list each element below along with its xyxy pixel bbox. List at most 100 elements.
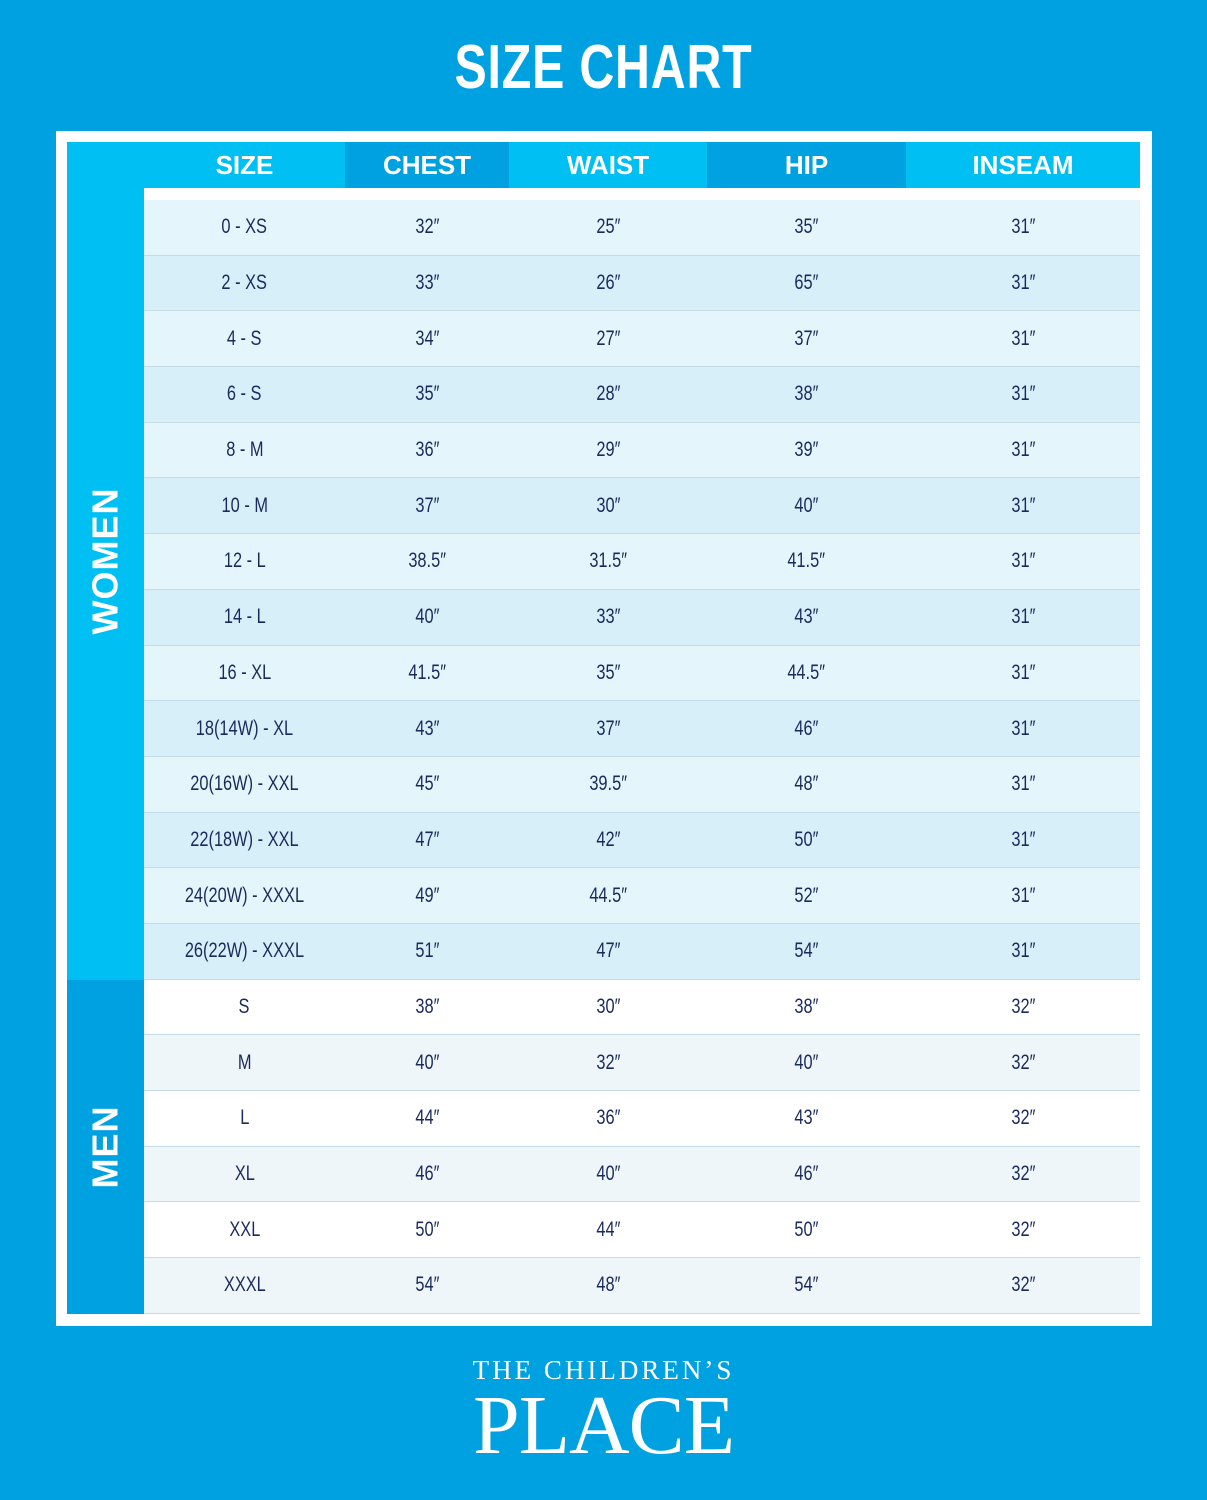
table-row: 12 - L 38.5″ 31.5″ 41.5″ 31″ xyxy=(144,534,1140,590)
cell-value: 54″ xyxy=(794,939,819,963)
logo-line2: PLACE xyxy=(472,1379,735,1472)
cell-value: 44″ xyxy=(414,1106,440,1130)
cell-waist: 42″ xyxy=(509,828,707,852)
cell-size: 16 - XL xyxy=(144,661,345,685)
cell-hip: 52″ xyxy=(707,884,906,908)
cell-value: 40″ xyxy=(414,1050,440,1074)
page-title: SIZE CHART xyxy=(454,33,753,102)
cell-value: 38″ xyxy=(414,994,440,1018)
cell-hip: 50″ xyxy=(707,828,906,852)
cell-value: 50″ xyxy=(414,1217,440,1241)
cell-waist: 40″ xyxy=(509,1162,707,1186)
cell-value: 31″ xyxy=(1010,493,1036,517)
cell-size: XL xyxy=(144,1162,345,1186)
cell-hip: 38″ xyxy=(707,995,906,1019)
column-header-chest: CHEST xyxy=(345,142,509,188)
cell-chest: 46″ xyxy=(345,1162,509,1186)
cell-value: XXXL xyxy=(223,1273,266,1297)
women-group-band: WOMEN xyxy=(67,142,144,980)
cell-value: 31″ xyxy=(1010,716,1036,740)
cell-waist: 44″ xyxy=(509,1218,707,1242)
column-header-hip: HIP xyxy=(707,142,906,188)
cell-value: 35″ xyxy=(794,215,819,239)
cell-value: 0 - XS xyxy=(221,215,268,239)
cell-chest: 33″ xyxy=(345,271,509,295)
cell-waist: 37″ xyxy=(509,717,707,741)
cell-value: 40″ xyxy=(794,493,819,517)
cell-inseam: 32″ xyxy=(906,1051,1140,1075)
table-row: 4 - S 34″ 27″ 37″ 31″ xyxy=(144,311,1140,368)
cell-value: 36″ xyxy=(414,438,440,462)
cell-inseam: 31″ xyxy=(906,494,1140,518)
cell-value: 20(16W) - XXL xyxy=(190,772,299,796)
cell-waist: 30″ xyxy=(509,995,707,1019)
cell-size: XXXL xyxy=(144,1273,345,1297)
cell-value: 38″ xyxy=(794,382,819,406)
cell-inseam: 32″ xyxy=(906,1106,1140,1130)
cell-hip: 40″ xyxy=(707,1051,906,1075)
column-header-inseam: INSEAM xyxy=(906,142,1140,188)
cell-size: 2 - XS xyxy=(144,271,345,295)
cell-value: 46″ xyxy=(414,1162,440,1186)
cell-size: XXL xyxy=(144,1218,345,1242)
cell-chest: 38.5″ xyxy=(345,549,509,573)
cell-waist: 27″ xyxy=(509,327,707,351)
table-row: 26(22W) - XXXL 51″ 47″ 54″ 31″ xyxy=(144,923,1140,980)
table-row: XL 46″ 40″ 46″ 32″ xyxy=(144,1146,1140,1203)
cell-hip: 40″ xyxy=(707,494,906,518)
cell-waist: 26″ xyxy=(509,271,707,295)
cell-value: 32″ xyxy=(1010,1106,1036,1130)
cell-value: 31″ xyxy=(1010,883,1036,907)
cell-chest: 37″ xyxy=(345,494,509,518)
cell-value: 50″ xyxy=(794,1217,819,1241)
cell-inseam: 31″ xyxy=(906,939,1140,963)
cell-size: 22(18W) - XXL xyxy=(144,828,345,852)
cell-inseam: 32″ xyxy=(906,1162,1140,1186)
cell-value: 49″ xyxy=(414,883,440,907)
cell-chest: 54″ xyxy=(345,1273,509,1297)
cell-inseam: 31″ xyxy=(906,382,1140,406)
cell-value: 32″ xyxy=(1010,1162,1036,1186)
cell-value: 32″ xyxy=(414,215,440,239)
cell-hip: 41.5″ xyxy=(707,549,906,573)
cell-value: 50″ xyxy=(794,827,819,851)
logo-line1: THE CHILDREN’S xyxy=(472,1355,735,1385)
cell-chest: 43″ xyxy=(345,717,509,741)
cell-value: 31″ xyxy=(1010,772,1036,796)
cell-waist: 39.5″ xyxy=(509,772,707,796)
cell-value: 31″ xyxy=(1010,827,1036,851)
cell-size: 14 - L xyxy=(144,605,345,629)
table-row: 20(16W) - XXL 45″ 39.5″ 48″ 31″ xyxy=(144,756,1140,813)
cell-value: 2 - XS xyxy=(221,271,268,295)
table-row: 14 - L 40″ 33″ 43″ 31″ xyxy=(144,589,1140,646)
cell-value: 10 - M xyxy=(221,493,268,517)
cell-value: 47″ xyxy=(595,939,621,963)
table-header: SIZE CHEST WAIST HIP INSEAM xyxy=(144,142,1140,188)
cell-waist: 31.5″ xyxy=(509,549,707,573)
cell-value: 65″ xyxy=(794,271,819,295)
cell-size: M xyxy=(144,1051,345,1075)
column-header-size: SIZE xyxy=(144,142,345,188)
cell-value: 44.5″ xyxy=(589,883,627,907)
table-row: 18(14W) - XL 43″ 37″ 46″ 31″ xyxy=(144,701,1140,757)
cell-value: 28″ xyxy=(595,382,621,406)
cell-value: 25″ xyxy=(595,215,621,239)
table-row: XXL 50″ 44″ 50″ 32″ xyxy=(144,1202,1140,1259)
cell-value: 31″ xyxy=(1010,549,1036,573)
cell-chest: 47″ xyxy=(345,828,509,852)
cell-value: 51″ xyxy=(414,939,440,963)
cell-inseam: 32″ xyxy=(906,1218,1140,1242)
cell-size: 12 - L xyxy=(144,549,345,573)
column-header-waist: WAIST xyxy=(509,142,707,188)
cell-size: 4 - S xyxy=(144,327,345,351)
cell-value: 43″ xyxy=(414,716,440,740)
cell-hip: 54″ xyxy=(707,939,906,963)
cell-inseam: 31″ xyxy=(906,717,1140,741)
cell-hip: 44.5″ xyxy=(707,661,906,685)
table-row: 24(20W) - XXXL 49″ 44.5″ 52″ 31″ xyxy=(144,868,1140,924)
cell-inseam: 31″ xyxy=(906,828,1140,852)
cell-size: 24(20W) - XXXL xyxy=(144,884,345,908)
cell-value: 33″ xyxy=(414,271,440,295)
cell-value: 43″ xyxy=(794,1106,819,1130)
cell-value: 26(22W) - XXXL xyxy=(184,939,305,963)
